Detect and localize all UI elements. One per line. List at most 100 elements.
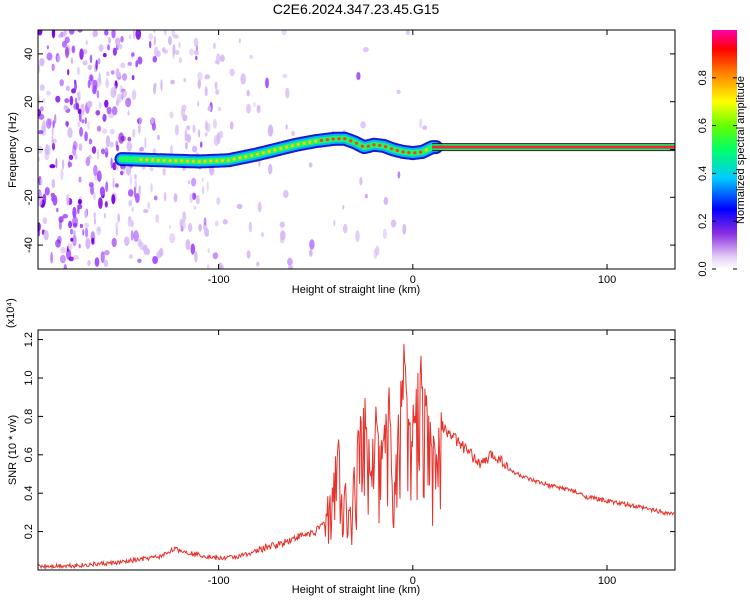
- noise-speckle: [206, 232, 209, 237]
- noise-speckle: [85, 156, 91, 167]
- ridge-core-dot: [244, 155, 248, 159]
- ridge-core-dot: [197, 159, 201, 164]
- noise-speckle: [147, 201, 151, 209]
- noise-speckle: [72, 206, 77, 219]
- noise-speckle: [38, 30, 43, 36]
- noise-speckle: [170, 144, 173, 157]
- noise-speckle: [72, 140, 78, 151]
- ridge-core-dot: [285, 145, 289, 149]
- noise-speckle: [137, 239, 142, 248]
- noise-speckle: [419, 118, 423, 129]
- noise-speckle: [75, 102, 80, 111]
- noise-speckle: [70, 237, 74, 242]
- ridge-core-dot: [296, 142, 300, 146]
- noise-speckle: [383, 196, 389, 206]
- noise-speckle: [49, 164, 56, 169]
- noise-speckle: [58, 34, 61, 39]
- ridge-core-dot: [273, 148, 277, 152]
- noise-speckle: [77, 108, 82, 115]
- noise-speckle: [238, 38, 241, 44]
- ridge-core-dot: [419, 150, 423, 154]
- noise-speckle: [236, 203, 243, 210]
- noise-speckle: [70, 57, 74, 64]
- noise-speckle: [78, 90, 81, 101]
- noise-speckle: [93, 31, 96, 38]
- noise-speckle: [390, 219, 397, 228]
- noise-speckle: [213, 42, 216, 50]
- noise-speckle: [124, 236, 130, 246]
- snr-x-tick-label: 0: [410, 575, 416, 587]
- noise-speckle: [163, 30, 167, 36]
- noise-speckle: [67, 161, 73, 168]
- noise-speckle: [356, 72, 361, 80]
- noise-speckle: [50, 251, 53, 264]
- noise-speckle: [84, 131, 88, 142]
- noise-speckle: [38, 197, 43, 207]
- noise-speckle: [193, 37, 199, 47]
- noise-speckle: [191, 177, 197, 187]
- noise-speckle: [207, 264, 210, 269]
- ridge-core-dot: [325, 138, 329, 142]
- flat-tone-core: [432, 145, 675, 149]
- noise-speckle: [132, 30, 136, 40]
- noise-speckle: [396, 89, 401, 95]
- noise-speckle: [79, 223, 83, 228]
- noise-speckle: [84, 209, 88, 219]
- noise-speckle: [260, 232, 265, 238]
- noise-speckle: [115, 68, 120, 79]
- noise-speckle: [212, 118, 217, 129]
- ridge-core-dot: [331, 137, 335, 141]
- noise-speckle: [174, 50, 180, 55]
- noise-speckle: [170, 79, 175, 85]
- noise-speckle: [253, 102, 256, 108]
- noise-speckle: [52, 194, 58, 206]
- noise-speckle: [125, 97, 132, 108]
- noise-speckle: [109, 128, 115, 135]
- noise-speckle: [78, 143, 83, 152]
- noise-speckle: [128, 199, 133, 207]
- noise-speckle: [90, 185, 94, 196]
- noise-speckle: [93, 191, 96, 201]
- ridge-core-dot: [174, 159, 178, 163]
- ridge-core-dot: [384, 145, 388, 149]
- noise-speckle: [199, 141, 203, 148]
- spectrogram-y-tick-label: -40: [23, 237, 35, 253]
- noise-speckle: [149, 167, 154, 172]
- noise-speckle: [102, 113, 107, 122]
- noise-speckle: [207, 248, 210, 253]
- noise-speckle: [135, 192, 140, 204]
- ridge-core-dot: [145, 158, 149, 162]
- noise-speckle: [283, 189, 289, 199]
- colorbar: 0.0 0.2 0.4 0.6 0.8 Normalized spectral ampl…: [697, 30, 747, 277]
- colorbar-ticks: 0.0 0.2 0.4 0.6 0.8: [697, 70, 737, 277]
- noise-speckle: [61, 159, 65, 170]
- noise-speckle: [92, 79, 98, 91]
- noise-speckle: [133, 186, 136, 198]
- noise-speckle: [103, 213, 106, 219]
- noise-speckle: [98, 44, 104, 52]
- noise-speckle: [153, 195, 158, 201]
- noise-speckle: [66, 194, 70, 206]
- spectrogram-ticks: -100 0 100 -40 -20 0 20 40: [23, 30, 675, 286]
- noise-speckle: [82, 60, 88, 66]
- noise-speckle: [194, 250, 198, 263]
- noise-speckle: [240, 73, 246, 85]
- noise-speckle: [422, 125, 428, 130]
- noise-speckle: [355, 230, 360, 243]
- noise-speckle: [63, 105, 69, 111]
- noise-speckle: [138, 122, 141, 135]
- noise-speckle: [111, 237, 117, 248]
- noise-speckle: [39, 106, 44, 112]
- noise-speckle: [137, 56, 143, 65]
- noise-speckle: [46, 52, 53, 61]
- noise-speckle: [112, 162, 117, 171]
- snr-x-tick-label: 100: [598, 575, 616, 587]
- noise-speckle: [182, 211, 187, 223]
- snr-series-line: [38, 344, 675, 570]
- noise-speckle: [169, 233, 176, 244]
- noise-speckle: [110, 157, 113, 169]
- noise-speckle: [82, 229, 85, 236]
- snr-frame: [37, 329, 676, 571]
- noise-speckle: [90, 81, 94, 91]
- noise-speckle: [74, 97, 78, 104]
